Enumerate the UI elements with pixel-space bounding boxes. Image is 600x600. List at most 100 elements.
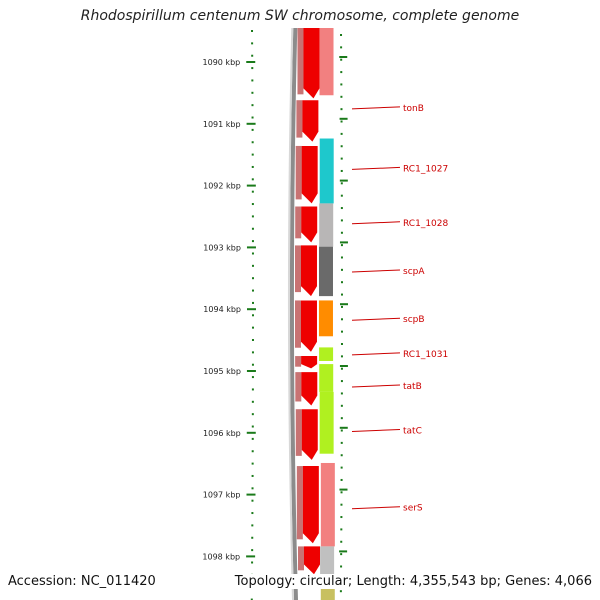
cds-shadow-10 xyxy=(298,546,304,571)
track-dot xyxy=(340,503,343,506)
gene-block-1 xyxy=(319,138,334,204)
tick-label: 1097 kbp xyxy=(203,491,241,500)
scale-dot xyxy=(251,549,254,552)
gene-label-line xyxy=(351,428,401,432)
scale-dot xyxy=(251,388,254,391)
scale-dot xyxy=(251,67,254,70)
track-tick xyxy=(339,117,348,120)
track-dot xyxy=(340,318,343,321)
scale-dot xyxy=(251,326,254,329)
gene-label-line xyxy=(351,352,401,356)
scale-dot xyxy=(251,178,254,181)
track-dot xyxy=(340,417,343,420)
gene-label-line xyxy=(351,269,401,273)
scale-dot xyxy=(251,277,254,280)
major-tick xyxy=(246,184,256,187)
cds-arrow-1 xyxy=(302,100,319,142)
track-dot xyxy=(340,256,343,259)
scale-dot xyxy=(251,301,254,304)
track-tick xyxy=(339,365,348,367)
cds-arrow-8 xyxy=(301,409,318,460)
track-dot xyxy=(340,120,343,123)
separator: ; xyxy=(496,574,502,589)
scale-dot xyxy=(251,425,254,428)
major-tick xyxy=(246,122,256,125)
gene-label: scpB xyxy=(403,315,425,325)
track-dot xyxy=(340,157,343,160)
gene-labels: tonB RC1_1027 RC1_1028 scpA scpB RC1_1031 tatB… xyxy=(351,104,448,514)
genome-stats: Topology: circular; Length: 4,355,543 bp… xyxy=(232,574,592,589)
scale-dot xyxy=(251,462,254,465)
scale-dot xyxy=(251,190,254,193)
tick-label: 1095 kbp xyxy=(203,367,241,376)
track-dot xyxy=(340,83,343,86)
scale-dot xyxy=(251,116,254,119)
track-dot xyxy=(340,466,343,469)
cds-shadow-7 xyxy=(295,372,302,402)
gene-block-3 xyxy=(318,246,333,297)
track-tick xyxy=(339,56,348,58)
track-dot xyxy=(340,540,343,543)
track-dot xyxy=(340,565,343,568)
track-dot xyxy=(340,516,343,519)
major-tick xyxy=(246,555,256,558)
cds-shadow-5 xyxy=(294,300,301,348)
length-value: 4,355,543 bp xyxy=(409,574,497,589)
track-tick xyxy=(339,550,348,553)
cds-arrow-2 xyxy=(301,145,318,204)
scale-dot xyxy=(251,264,254,267)
scale-dot xyxy=(251,339,254,341)
map-title: Rhodospirillum centenum SW chromosome, c… xyxy=(80,8,520,24)
track-dot xyxy=(340,95,343,98)
scale-dot xyxy=(251,91,254,94)
scale-dot xyxy=(251,413,254,416)
major-tick xyxy=(246,370,256,372)
gene-label: tonB xyxy=(403,104,424,114)
accession-info: Accession: NC_011420 xyxy=(8,574,160,589)
scale-dot xyxy=(251,499,254,502)
scale-dot xyxy=(251,512,254,515)
cds-arrow-6 xyxy=(301,356,318,369)
scale-dot xyxy=(251,128,254,131)
tick-label: 1098 kbp xyxy=(202,552,240,561)
track-dot xyxy=(340,132,343,135)
track-dot xyxy=(340,268,343,271)
tick-label: 1093 kbp xyxy=(203,243,241,252)
track-dot xyxy=(340,58,343,61)
cds-arrow-4 xyxy=(300,245,317,297)
gene-label-line xyxy=(351,221,401,225)
gene-label: RC1_1031 xyxy=(403,350,448,360)
scale-dot xyxy=(251,561,254,564)
track-dot xyxy=(340,380,343,383)
length-label: Length: xyxy=(356,574,406,589)
scale-ticks: 1090 kbp 1091 kbp 1092 kbp 1093 kbp 1094 kbp… xyxy=(202,56,348,561)
cds-shadow-8 xyxy=(295,409,302,456)
cds-shadow-4 xyxy=(294,245,301,293)
scale-dot xyxy=(251,104,254,107)
track-dot xyxy=(339,590,342,593)
gene-block-4 xyxy=(318,300,333,337)
scale-dot xyxy=(251,252,254,255)
gene-block-2 xyxy=(319,203,334,247)
scale-dot xyxy=(251,363,254,366)
gene-label: RC1_1027 xyxy=(403,164,448,174)
scale-dot xyxy=(251,437,254,440)
gene-block-8 xyxy=(320,462,335,547)
gene-label: RC1_1028 xyxy=(403,219,448,229)
scale-dot xyxy=(251,351,254,354)
tick-label: 1091 kbp xyxy=(203,120,241,129)
cds-shadow-0 xyxy=(297,28,304,95)
scale-dot xyxy=(251,536,254,539)
scale-dot xyxy=(251,376,254,379)
major-tick xyxy=(246,493,256,496)
track-dot xyxy=(340,244,343,247)
gene-label-line xyxy=(351,317,401,321)
scale-dot xyxy=(251,54,254,57)
scale-dot xyxy=(251,203,254,206)
major-tick xyxy=(247,308,256,311)
gene-label: tatC xyxy=(403,426,422,436)
track-dot xyxy=(340,182,343,185)
separator: ; xyxy=(347,574,353,589)
